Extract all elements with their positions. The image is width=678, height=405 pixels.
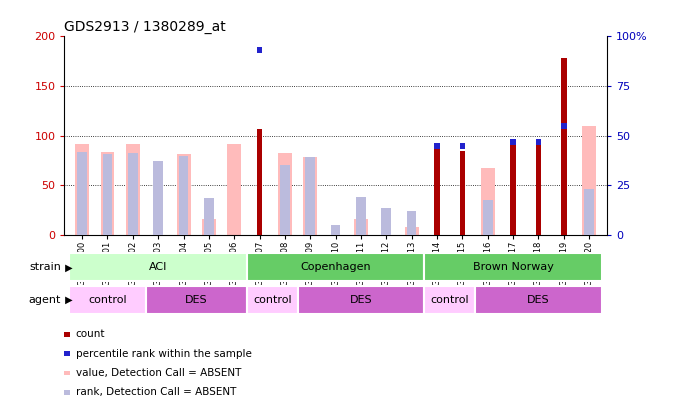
Bar xyxy=(561,123,567,129)
Bar xyxy=(511,139,516,145)
Bar xyxy=(204,198,214,235)
Text: rank, Detection Call = ABSENT: rank, Detection Call = ABSENT xyxy=(75,388,236,397)
Bar xyxy=(179,156,188,235)
Text: ▶: ▶ xyxy=(62,262,73,272)
Bar xyxy=(561,58,567,235)
Bar xyxy=(354,219,368,235)
Bar xyxy=(511,139,516,235)
Bar xyxy=(460,143,465,149)
Text: count: count xyxy=(75,329,105,339)
Bar xyxy=(424,286,475,314)
Bar xyxy=(434,143,440,149)
Bar xyxy=(405,227,418,235)
Bar xyxy=(280,165,290,235)
Bar xyxy=(202,219,216,235)
Bar xyxy=(102,153,113,235)
Text: ACI: ACI xyxy=(149,262,167,272)
Text: ▶: ▶ xyxy=(62,295,73,305)
Bar xyxy=(536,140,541,235)
Text: control: control xyxy=(431,295,469,305)
Bar xyxy=(77,151,87,235)
Text: GDS2913 / 1380289_at: GDS2913 / 1380289_at xyxy=(64,20,226,34)
Bar xyxy=(278,153,292,235)
Bar xyxy=(69,253,247,281)
Text: strain: strain xyxy=(29,262,61,272)
Bar xyxy=(257,129,262,235)
Bar xyxy=(382,208,391,235)
Bar xyxy=(146,286,247,314)
Text: agent: agent xyxy=(28,295,61,305)
Text: Copenhagen: Copenhagen xyxy=(300,262,371,272)
Bar xyxy=(481,168,495,235)
Bar xyxy=(434,144,440,235)
Bar xyxy=(176,153,191,235)
Bar xyxy=(584,189,594,235)
Text: DES: DES xyxy=(527,295,550,305)
Bar xyxy=(424,253,602,281)
Bar xyxy=(298,286,424,314)
Bar xyxy=(331,225,340,235)
Bar xyxy=(536,139,541,145)
Bar xyxy=(247,253,424,281)
Bar xyxy=(100,151,115,235)
Bar xyxy=(582,126,596,235)
Bar xyxy=(407,211,416,235)
Bar xyxy=(483,200,492,235)
Text: DES: DES xyxy=(185,295,207,305)
Bar xyxy=(126,144,140,235)
Text: percentile rank within the sample: percentile rank within the sample xyxy=(75,349,252,358)
Bar xyxy=(128,153,138,235)
Bar xyxy=(227,144,241,235)
Text: control: control xyxy=(253,295,292,305)
Bar xyxy=(303,156,317,235)
Text: value, Detection Call = ABSENT: value, Detection Call = ABSENT xyxy=(75,368,241,378)
Bar xyxy=(75,144,89,235)
Bar xyxy=(475,286,602,314)
Bar xyxy=(69,286,146,314)
Bar xyxy=(356,197,365,235)
Bar xyxy=(460,151,465,235)
Bar xyxy=(306,156,315,235)
Bar xyxy=(247,286,298,314)
Text: DES: DES xyxy=(350,295,372,305)
Bar xyxy=(153,162,163,235)
Bar xyxy=(257,47,262,53)
Text: Brown Norway: Brown Norway xyxy=(473,262,553,272)
Text: control: control xyxy=(88,295,127,305)
